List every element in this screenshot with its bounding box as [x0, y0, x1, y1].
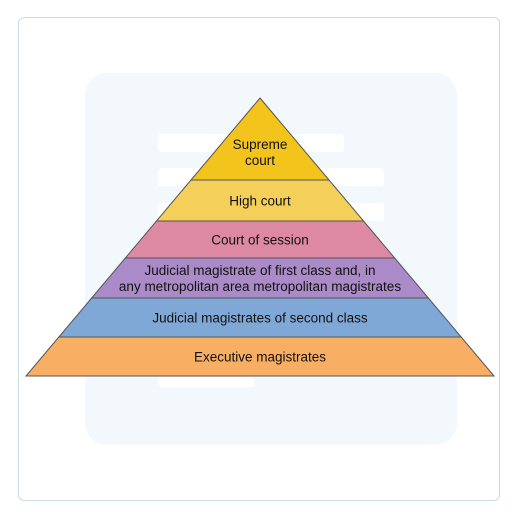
pyramid-level-3-label: Court of session [211, 233, 309, 248]
pyramid-level-2-label: High court [229, 194, 291, 209]
pyramid-level-1-label: court [245, 153, 275, 168]
pyramid-level-6-label: Executive magistrates [194, 350, 326, 365]
pyramid-level-4-label: Judicial magistrate of first class and, … [144, 263, 375, 278]
pyramid-level-5-label: Judicial magistrates of second class [152, 311, 368, 326]
pyramid-level-1-label: Supreme [233, 137, 288, 152]
pyramid-level-4-label: any metropolitan area metropolitan magis… [119, 279, 401, 294]
